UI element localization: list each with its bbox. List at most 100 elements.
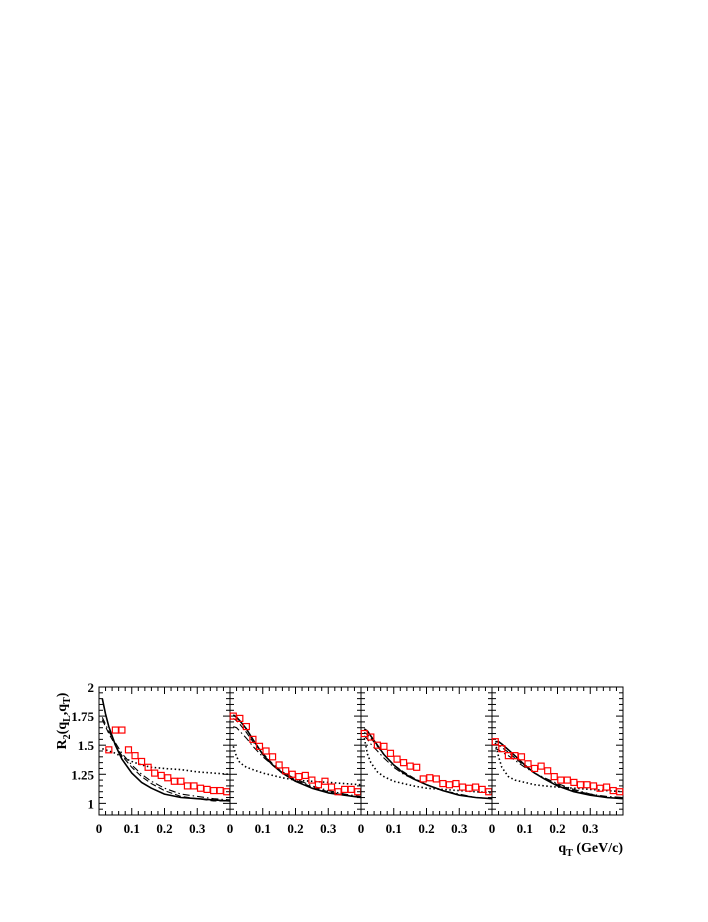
data-point	[603, 783, 611, 791]
data-point	[255, 742, 264, 750]
curve-solid	[363, 728, 492, 800]
data-point	[576, 781, 585, 789]
y-tick-label: 1.75	[71, 709, 94, 724]
curve-dashdot	[363, 735, 492, 800]
data-point	[249, 735, 257, 743]
x-axis-label-unit: (GeV/c)	[573, 841, 623, 856]
y-axis-label-sub-t: T	[62, 697, 73, 704]
x-tick-label: 0.3	[189, 821, 206, 836]
data-point	[196, 784, 205, 792]
x-tick-label: 0.2	[287, 821, 303, 836]
y-tick-label: 2	[88, 680, 95, 695]
panels-group: 0 0.1 0.2 0.3 1 1.25 1.5 1.75 2 0 0.1 0.2 0.3 0 0.1 0.2…	[71, 680, 624, 836]
data-point	[111, 726, 119, 734]
panel-markers	[229, 712, 362, 796]
data-point	[419, 775, 427, 783]
data-point	[151, 769, 159, 777]
x-tick-label: 0.3	[320, 821, 337, 836]
x-tick-label: 0.2	[156, 821, 172, 836]
data-point	[268, 753, 277, 761]
data-point	[570, 778, 578, 787]
data-point	[321, 777, 329, 785]
x-tick-label: 0.1	[124, 821, 140, 836]
curve-solid	[495, 740, 623, 800]
data-point	[131, 752, 139, 760]
x-tick-label: 0.1	[255, 821, 271, 836]
data-point	[426, 774, 434, 782]
panel-markers	[360, 729, 493, 796]
data-point	[386, 749, 395, 757]
data-point	[472, 783, 480, 791]
y-axis-label-sub-l: L	[62, 715, 73, 722]
data-point	[491, 738, 499, 746]
data-point	[544, 767, 552, 775]
x-tick-label: 0.1	[517, 821, 533, 836]
data-point	[524, 760, 532, 768]
x-tick-label: 0	[489, 821, 496, 836]
data-point	[432, 775, 440, 783]
curve-dotted	[232, 746, 361, 786]
x-axis-label-main: q	[558, 841, 566, 856]
panel-curves	[363, 728, 492, 800]
data-point	[236, 714, 244, 723]
data-point	[458, 783, 467, 791]
data-point	[367, 733, 375, 741]
data-point	[583, 781, 591, 789]
data-point	[380, 742, 388, 750]
x-tick-label: 0	[358, 821, 365, 836]
data-point	[144, 763, 152, 771]
data-point	[216, 786, 224, 795]
x-tick-label: 0	[96, 821, 103, 836]
data-point	[295, 772, 303, 781]
x-tick-label: 0.1	[386, 821, 402, 836]
data-point	[210, 786, 218, 795]
curve-dashed	[363, 731, 492, 800]
data-point	[203, 785, 211, 794]
data-point	[452, 779, 460, 788]
x-tick-label: 0.3	[582, 821, 599, 836]
panel-3: 0 0.1 0.2 0.3	[358, 686, 493, 836]
data-point	[137, 757, 146, 766]
x-tick-label: 0.3	[451, 821, 468, 836]
x-tick-label: 0.2	[549, 821, 565, 836]
data-point	[327, 783, 336, 791]
y-axis-label-close: )	[55, 692, 70, 697]
data-point	[164, 774, 172, 782]
data-point	[242, 722, 250, 731]
y-axis-label: R2(qL,qT)	[55, 692, 73, 749]
panel-markers	[491, 738, 624, 796]
data-point	[517, 753, 526, 761]
data-point	[465, 784, 473, 792]
data-point	[262, 747, 270, 755]
data-point	[308, 776, 316, 784]
x-tick-label: 0	[227, 821, 234, 836]
data-point	[301, 771, 309, 780]
y-axis-label-mid: ,q	[55, 704, 70, 716]
y-tick-label: 1	[88, 796, 95, 811]
data-point	[347, 785, 355, 794]
curve-dotted	[363, 738, 492, 794]
data-point	[445, 781, 454, 789]
curve-dashed	[232, 717, 361, 799]
data-point	[550, 772, 558, 781]
data-point	[275, 761, 283, 769]
curve-dashdot	[101, 717, 230, 801]
data-point	[589, 782, 598, 790]
data-point	[190, 782, 198, 790]
data-point	[616, 788, 624, 796]
curve-solid	[101, 698, 230, 802]
data-point	[170, 777, 178, 785]
panel-1: 0 0.1 0.2 0.3 1 1.25 1.5 1.75 2	[71, 680, 231, 836]
data-point	[537, 762, 545, 770]
data-point	[406, 762, 414, 770]
panel-markers	[105, 726, 231, 796]
data-point	[177, 777, 185, 785]
data-point	[393, 755, 401, 763]
y-tick-label: 1.5	[78, 738, 95, 753]
data-point	[439, 779, 447, 788]
data-point	[341, 785, 349, 794]
x-axis-label-sub: T	[566, 848, 573, 859]
data-point	[498, 745, 506, 753]
